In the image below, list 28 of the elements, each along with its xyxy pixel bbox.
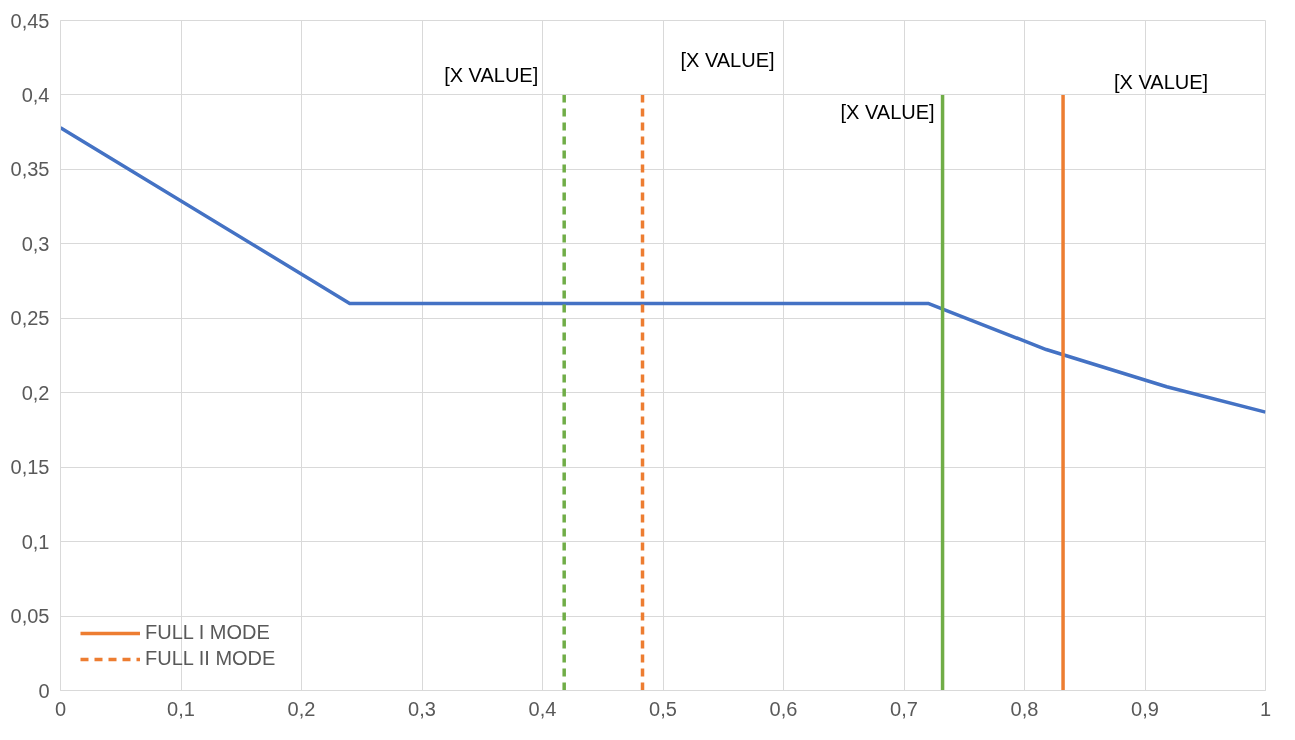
x-tick-label: 0,1	[167, 697, 195, 720]
annotation: [X VALUE]	[680, 48, 775, 71]
y-tick-label: 0,25	[10, 307, 50, 330]
x-tick-label: 0,7	[890, 697, 918, 720]
annotation: [X VALUE]	[840, 100, 935, 123]
y-tick-label: 0,1	[21, 530, 50, 553]
legend-label: FULL I MODE	[145, 621, 270, 644]
x-tick-label: 0,5	[649, 697, 677, 720]
y-tick-label: 0,35	[10, 158, 50, 181]
x-tick-label: 0,9	[1131, 697, 1159, 720]
y-tick-label: 0,15	[10, 456, 50, 479]
x-tick-label: 0,2	[287, 697, 316, 720]
y-tick-label: 0,3	[21, 232, 50, 255]
annotation: [X VALUE]	[444, 63, 539, 86]
y-tick-label: 0,4	[21, 83, 50, 106]
y-tick-label: 0,2	[21, 381, 50, 404]
legend-label: FULL II MODE	[145, 647, 276, 670]
x-tick-label: 0,6	[769, 697, 798, 720]
x-tick-label: 0,4	[528, 697, 557, 720]
line-series	[60, 125, 1266, 414]
annotation: [X VALUE]	[1114, 70, 1209, 93]
y-tick-label: 0,05	[10, 605, 50, 628]
y-tick-label: 0,45	[10, 9, 50, 32]
x-tick-label: 0,8	[1010, 697, 1039, 720]
y-tick-label: 0	[38, 679, 50, 702]
x-tick-label: 0,3	[408, 697, 436, 720]
x-tick-label: 1	[1259, 697, 1272, 720]
x-tick-label: 0	[54, 697, 67, 720]
